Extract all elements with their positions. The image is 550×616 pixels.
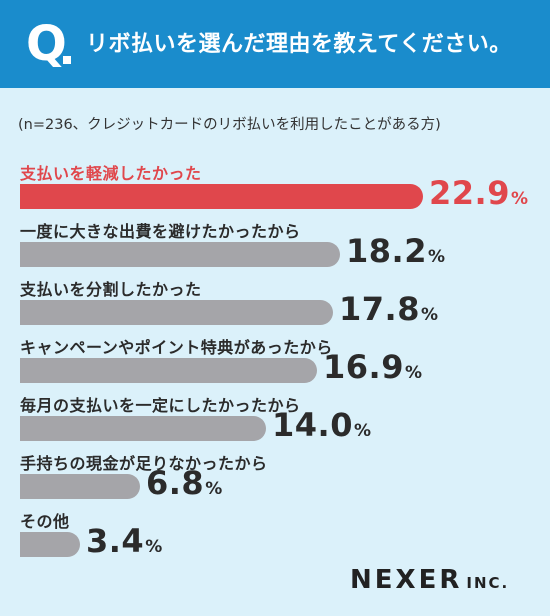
sample-note: (n=236、クレジットカードのリボ払いを利用したことがある方) xyxy=(18,117,441,133)
value-label: 18.2% xyxy=(346,232,445,270)
category-label: キャンペーンやポイント特典があったから xyxy=(20,338,333,357)
question-text: リボ払いを選んだ理由を教えてください。 xyxy=(86,32,512,57)
value-label: 22.9% xyxy=(429,174,528,212)
value-number: 16.9 xyxy=(323,348,404,386)
bar xyxy=(20,300,333,325)
value-unit: % xyxy=(145,537,163,557)
value-label: 6.8% xyxy=(146,464,222,502)
value-unit: % xyxy=(404,363,422,383)
value-number: 3.4 xyxy=(86,522,145,560)
value-number: 22.9 xyxy=(429,174,510,212)
category-label: 支払いを分割したかった xyxy=(20,280,202,299)
bar xyxy=(20,532,80,557)
value-label: 16.9% xyxy=(323,348,422,386)
value-label: 17.8% xyxy=(339,290,438,328)
value-label: 14.0% xyxy=(272,406,371,444)
category-label: 手持ちの現金が足りなかったから xyxy=(20,454,268,473)
q-dot xyxy=(63,56,71,64)
q-mark: Q xyxy=(26,16,67,72)
question-header: Q リボ払いを選んだ理由を教えてください。 xyxy=(0,0,550,88)
nexer-logo: NEXER INC. xyxy=(350,565,509,595)
category-label: 支払いを軽減したかった xyxy=(20,164,202,183)
category-label: 一度に大きな出費を避けたかったから xyxy=(20,222,301,241)
bar xyxy=(20,358,317,383)
value-number: 14.0 xyxy=(272,406,353,444)
bar xyxy=(20,474,140,499)
logo-suffix: INC. xyxy=(466,574,510,592)
category-label: 毎月の支払いを一定にしたかったから xyxy=(20,396,301,415)
logo-main: NEXER xyxy=(350,565,463,595)
bar xyxy=(20,242,340,267)
value-label: 3.4% xyxy=(86,522,162,560)
value-number: 18.2 xyxy=(346,232,427,270)
value-unit: % xyxy=(205,479,223,499)
value-unit: % xyxy=(427,247,445,267)
bar xyxy=(20,184,423,209)
value-number: 6.8 xyxy=(146,464,205,502)
value-number: 17.8 xyxy=(339,290,420,328)
value-unit: % xyxy=(420,305,438,325)
value-unit: % xyxy=(353,421,371,441)
bar xyxy=(20,416,266,441)
value-unit: % xyxy=(510,189,528,209)
category-label: その他 xyxy=(20,512,70,531)
